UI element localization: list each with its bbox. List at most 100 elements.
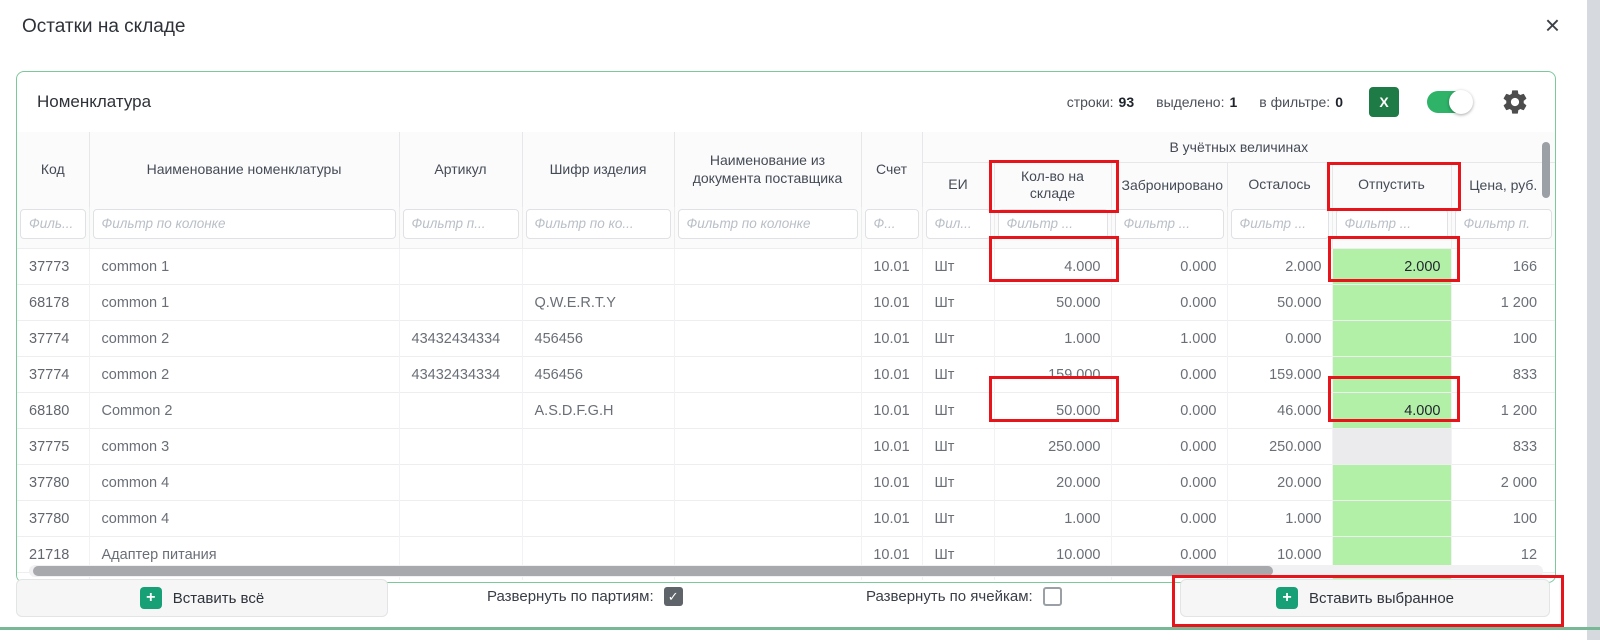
cell-supplier-name — [674, 284, 862, 321]
cell-reserved: 0.000 — [1111, 500, 1228, 537]
cell-supplier-name — [674, 356, 862, 393]
col-header-reserved[interactable]: Забронировано — [1111, 162, 1228, 207]
cell-unit: Шт — [922, 284, 995, 321]
filter-input-price[interactable] — [1454, 208, 1552, 239]
col-header-qty[interactable]: Кол-во на складе — [994, 162, 1112, 207]
cell-price: 100 — [1451, 500, 1555, 537]
insert-selected-button[interactable]: + Вставить выбранное — [1180, 579, 1550, 617]
cell-supplier-name — [674, 248, 862, 285]
group-header-units: В учётных величинах — [922, 132, 1555, 163]
table-row[interactable]: 37775 common 3 10.01 Шт 250.000 0.000 250.000 8… — [17, 428, 1555, 465]
cell-remaining: 2.000 — [1227, 248, 1333, 285]
cell-unit: Шт — [922, 500, 995, 537]
col-header-article[interactable]: Артикул — [399, 132, 523, 207]
table-row[interactable]: 37780 common 4 10.01 Шт 20.000 0.000 20.000 2 0… — [17, 464, 1555, 501]
cell-code: 37775 — [17, 428, 90, 465]
table-row[interactable]: 68178 common 1 Q.W.E.R.T.Y 10.01 Шт 50.000 0.0… — [17, 284, 1555, 321]
filter-input-reserved[interactable] — [1114, 208, 1224, 239]
filter-input-qty[interactable] — [997, 208, 1108, 239]
cell-release[interactable] — [1332, 284, 1452, 321]
panel-header: Номенклатура строки: 93 выделено: 1 в филь… — [17, 72, 1555, 132]
cell-reserved: 0.000 — [1111, 284, 1228, 321]
cell-release[interactable] — [1332, 500, 1452, 537]
check-icon: ✓ — [667, 588, 679, 604]
panel-title: Номенклатура — [37, 92, 152, 111]
insert-all-button[interactable]: + Вставить всё — [16, 579, 388, 617]
cell-reserved: 1.000 — [1111, 320, 1228, 357]
filter-row — [17, 207, 1555, 249]
table-row[interactable]: 37773 common 1 10.01 Шт 4.000 0.000 2.000 2.000… — [17, 248, 1555, 285]
cell-release[interactable] — [1332, 428, 1452, 465]
close-icon[interactable]: × — [1544, 10, 1560, 40]
col-header-release[interactable]: Отпустить — [1332, 162, 1452, 207]
col-header-unit[interactable]: ЕИ — [922, 162, 995, 207]
cell-name: common 2 — [89, 356, 400, 393]
cell-price: 2 000 — [1451, 464, 1555, 501]
filter-input-remaining[interactable] — [1230, 208, 1329, 239]
cell-release[interactable] — [1332, 464, 1452, 501]
settings-gear-icon[interactable] — [1501, 88, 1529, 116]
expand-batches-checkbox[interactable]: ✓ — [663, 587, 683, 606]
cell-release[interactable] — [1332, 320, 1452, 357]
cell-price: 1 200 — [1451, 392, 1555, 429]
vertical-scrollbar-thumb[interactable] — [1542, 142, 1550, 198]
selected-count: выделено: 1 — [1156, 94, 1238, 110]
col-header-product-code[interactable]: Шифр изделия — [522, 132, 675, 207]
horizontal-scrollbar[interactable] — [29, 565, 1543, 577]
rows-count: строки: 93 — [1066, 94, 1135, 110]
col-header-account[interactable]: Счет — [861, 132, 923, 207]
cell-reserved: 0.000 — [1111, 392, 1228, 429]
filter-input-product-code[interactable] — [525, 208, 671, 239]
cell-remaining: 1.000 — [1227, 500, 1333, 537]
cell-price: 833 — [1451, 428, 1555, 465]
nomenclature-table: Код Наименование номенклатуры Артикул Ши… — [17, 132, 1555, 580]
cell-remaining: 50.000 — [1227, 284, 1333, 321]
filter-input-code[interactable] — [20, 208, 86, 239]
cell-account: 10.01 — [861, 320, 923, 357]
insert-all-label: Вставить всё — [172, 589, 265, 607]
cell-supplier-name — [674, 320, 862, 357]
cell-release[interactable] — [1332, 356, 1452, 393]
expand-cells-checkbox[interactable] — [1042, 587, 1062, 606]
excel-export-button[interactable]: X — [1369, 87, 1399, 117]
cell-unit: Шт — [922, 356, 995, 393]
cell-product-code — [522, 428, 675, 465]
filter-input-release[interactable] — [1335, 208, 1448, 239]
cell-code: 37780 — [17, 464, 90, 501]
table-header: Код Наименование номенклатуры Артикул Ши… — [17, 132, 1555, 249]
table-row[interactable]: 68180 Common 2 A.S.D.F.G.H 10.01 Шт 50.000 0.0… — [17, 392, 1555, 429]
filter-input-account[interactable] — [864, 208, 919, 239]
col-header-supplier-name[interactable]: Наименование из документа поставщика — [674, 132, 862, 207]
cell-account: 10.01 — [861, 392, 923, 429]
filter-input-name[interactable] — [92, 208, 396, 239]
col-header-name[interactable]: Наименование номенклатуры — [89, 132, 400, 207]
col-header-remaining[interactable]: Осталось — [1227, 162, 1333, 207]
cell-price: 100 — [1451, 320, 1555, 357]
cell-account: 10.01 — [861, 248, 923, 285]
filter-input-article[interactable] — [402, 208, 519, 239]
cell-release[interactable]: 2.000 — [1332, 248, 1452, 285]
cell-article — [399, 248, 523, 285]
cell-code: 68178 — [17, 284, 90, 321]
filter-input-supplier-name[interactable] — [677, 208, 858, 239]
col-header-price[interactable]: Цена, руб. — [1451, 162, 1555, 207]
cell-release[interactable]: 4.000 — [1332, 392, 1452, 429]
cell-qty: 20.000 — [994, 464, 1112, 501]
bottom-accent-line — [0, 627, 1600, 630]
cell-article — [399, 464, 523, 501]
cell-qty: 1.000 — [994, 320, 1112, 357]
cell-code: 37773 — [17, 248, 90, 285]
view-toggle[interactable] — [1427, 90, 1473, 114]
table-row[interactable]: 37780 common 4 10.01 Шт 1.000 0.000 1.000 100 — [17, 500, 1555, 537]
cell-unit: Шт — [922, 428, 995, 465]
cell-name: common 2 — [89, 320, 400, 357]
cell-qty: 159.000 — [994, 356, 1112, 393]
table-row[interactable]: 37774 common 2 43432434334 456456 10.01 Шт 1.0… — [17, 320, 1555, 357]
horizontal-scrollbar-thumb[interactable] — [33, 566, 1273, 576]
col-header-code[interactable]: Код — [17, 132, 90, 207]
table-row[interactable]: 37774 common 2 43432434334 456456 10.01 Шт 159… — [17, 356, 1555, 393]
cell-remaining: 159.000 — [1227, 356, 1333, 393]
filter-input-unit[interactable] — [925, 208, 991, 239]
cell-remaining: 0.000 — [1227, 320, 1333, 357]
cell-name: common 3 — [89, 428, 400, 465]
